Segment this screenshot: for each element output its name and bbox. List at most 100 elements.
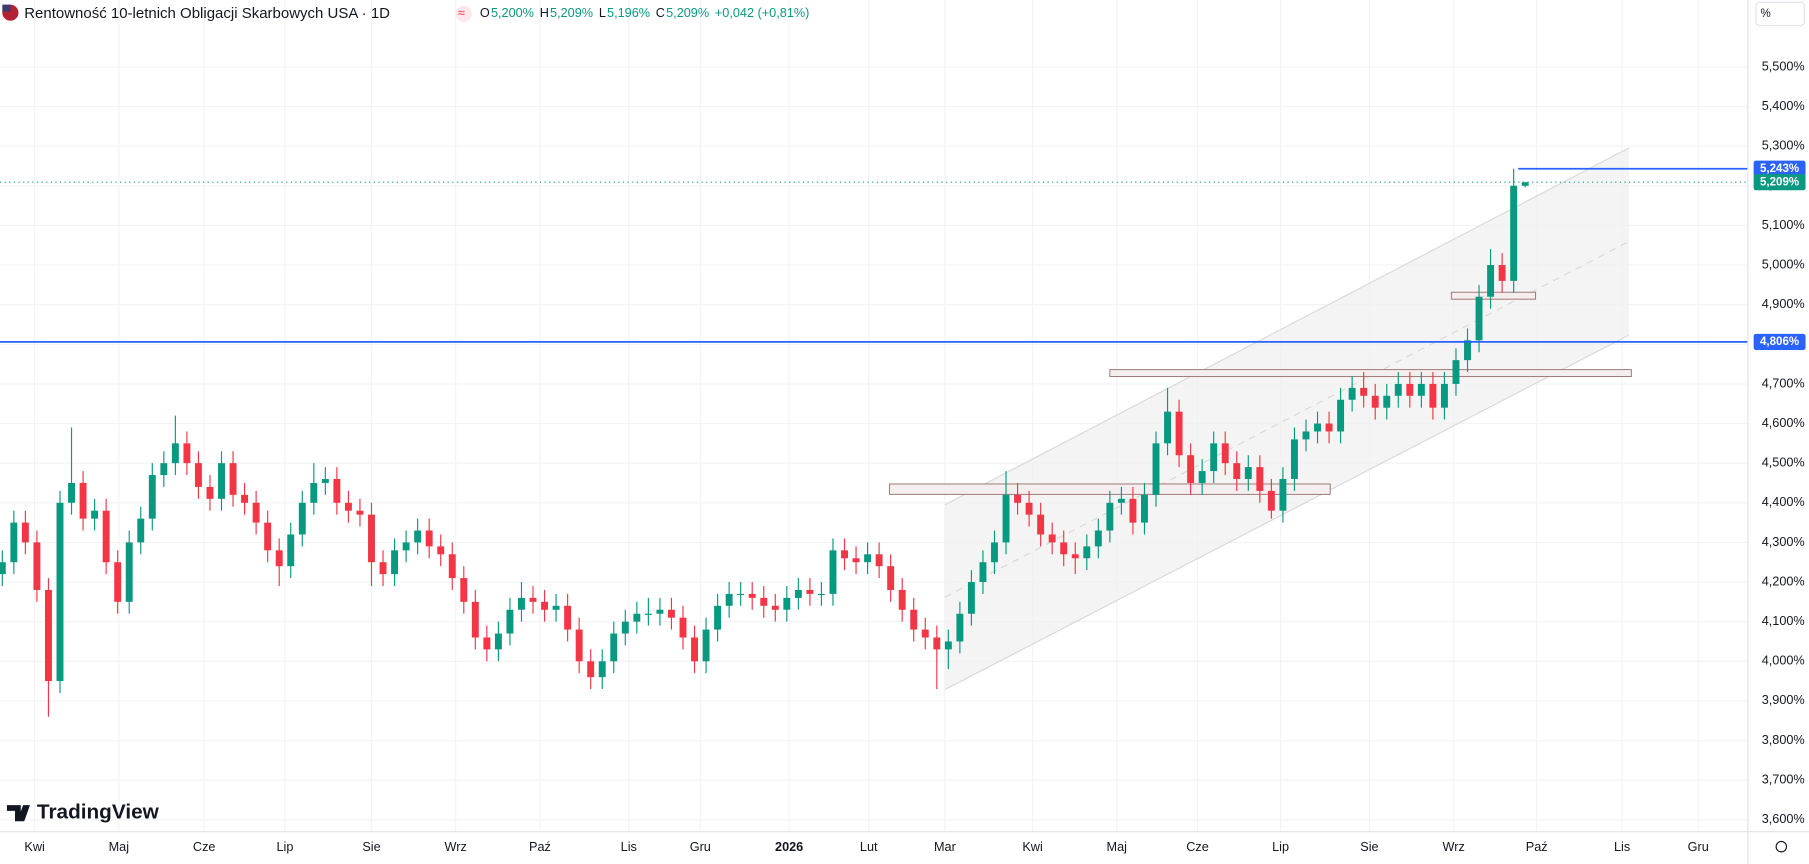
- x-tick-label: Kwi: [1022, 840, 1042, 854]
- candle-body: [137, 518, 145, 543]
- candle-body: [1371, 395, 1379, 408]
- x-tick-label: Gru: [690, 840, 711, 854]
- ohlc-key: H: [540, 6, 549, 20]
- logo: TradingView: [37, 801, 160, 824]
- indicator-icon: ≈: [458, 6, 465, 20]
- x-tick-label: Lut: [860, 840, 878, 854]
- candle-body: [483, 637, 491, 650]
- candle-body: [437, 546, 445, 555]
- y-tick-label: 5,500%: [1762, 59, 1805, 73]
- candle-body: [114, 562, 122, 602]
- candle-body: [898, 589, 906, 610]
- candle-body: [725, 593, 733, 606]
- candle-body: [229, 463, 237, 495]
- candle-body: [794, 589, 802, 598]
- time-axis: [0, 831, 1748, 864]
- candle-body: [241, 494, 249, 503]
- candle-body: [1083, 546, 1091, 559]
- level-tag-label: 5,243%: [1760, 163, 1799, 175]
- x-tick-label: 2026: [775, 840, 803, 854]
- candle-body: [494, 633, 502, 650]
- candle-body: [10, 522, 18, 563]
- candle-body: [575, 629, 583, 662]
- candle-body: [944, 641, 952, 650]
- candle-body: [1394, 383, 1402, 396]
- candle-body: [587, 661, 595, 678]
- channel-bottom: [944, 334, 1630, 691]
- candle-body: [1440, 383, 1448, 408]
- y-tick-label: 4,700%: [1762, 376, 1805, 390]
- candle-body: [564, 605, 572, 630]
- x-tick-label: Sie: [362, 840, 380, 854]
- candle-body: [552, 605, 560, 610]
- candle-body: [598, 661, 606, 678]
- candle-body: [714, 605, 722, 630]
- candle-body: [1002, 494, 1010, 543]
- candle-body: [644, 613, 652, 615]
- ohlc-value: 5,209%: [666, 6, 709, 20]
- candle-body: [1256, 467, 1264, 491]
- axes: 3,600% 3,700% 3,800% 3,900% 4,000% 4,100% 4,20…: [24, 59, 1806, 854]
- candle-body: [1187, 455, 1195, 483]
- candle-body: [21, 522, 29, 543]
- unit-button[interactable]: [1755, 1, 1805, 26]
- candle-body: [1290, 439, 1298, 480]
- unit-button-label[interactable]: %: [1761, 8, 1771, 20]
- candle-body: [1325, 423, 1333, 432]
- candle-body: [1117, 498, 1125, 503]
- y-tick-label: 4,500%: [1762, 456, 1805, 470]
- candle-body: [1464, 340, 1471, 361]
- candle-body: [33, 542, 41, 590]
- x-tick-label: Paź: [1526, 840, 1548, 854]
- candle-body: [1244, 467, 1252, 480]
- candle-body: [1429, 383, 1437, 408]
- flag-icon: [2, 4, 11, 12]
- candle-body: [1314, 423, 1321, 432]
- candle-body: [1141, 494, 1148, 523]
- candle-body: [252, 502, 260, 523]
- candle-body: [967, 582, 975, 614]
- y-tick-label: 5,300%: [1762, 139, 1805, 153]
- x-tick-label: Wrz: [445, 840, 467, 854]
- candle-body: [1406, 383, 1414, 396]
- candle-body: [218, 463, 225, 499]
- candle-body: [991, 542, 998, 563]
- candle-body: [887, 566, 895, 590]
- candle-body: [921, 629, 929, 638]
- y-tick-label: 4,300%: [1762, 535, 1805, 549]
- candle-body: [621, 621, 629, 634]
- candle-body: [44, 589, 52, 682]
- candle-body: [529, 597, 537, 602]
- candle-body: [102, 510, 110, 563]
- candle-body: [1014, 494, 1022, 503]
- candle-body: [1129, 498, 1137, 523]
- candle-body: [414, 530, 422, 543]
- candle-body: [264, 522, 272, 551]
- candle-body: [1210, 443, 1218, 472]
- candle-body: [506, 609, 514, 634]
- candle-body: [1337, 399, 1345, 432]
- x-tick-label: Sie: [1360, 840, 1378, 854]
- candle-body: [333, 479, 341, 503]
- candle-body: [518, 597, 525, 610]
- candle-body: [1302, 431, 1310, 440]
- candle-body: [287, 534, 295, 567]
- ohlc-value: 5,200%: [491, 6, 534, 20]
- y-tick-label: 3,900%: [1762, 693, 1805, 707]
- candle-body: [148, 475, 156, 519]
- candle-body: [1498, 265, 1506, 281]
- x-tick-label: Paź: [529, 840, 551, 854]
- candle-body: [1521, 182, 1529, 186]
- logo-icon: [6, 805, 30, 822]
- candle-body: [1198, 471, 1206, 483]
- candle-body: [748, 593, 756, 598]
- ohlc-key: C: [656, 6, 665, 20]
- x-tick-label: Maj: [109, 840, 129, 854]
- candle-body: [448, 554, 456, 579]
- candle-body: [702, 629, 710, 662]
- candle-body: [541, 601, 549, 610]
- y-tick-label: 5,000%: [1762, 257, 1805, 271]
- settings-icon[interactable]: [1775, 840, 1788, 853]
- indicator-icon: [455, 5, 472, 22]
